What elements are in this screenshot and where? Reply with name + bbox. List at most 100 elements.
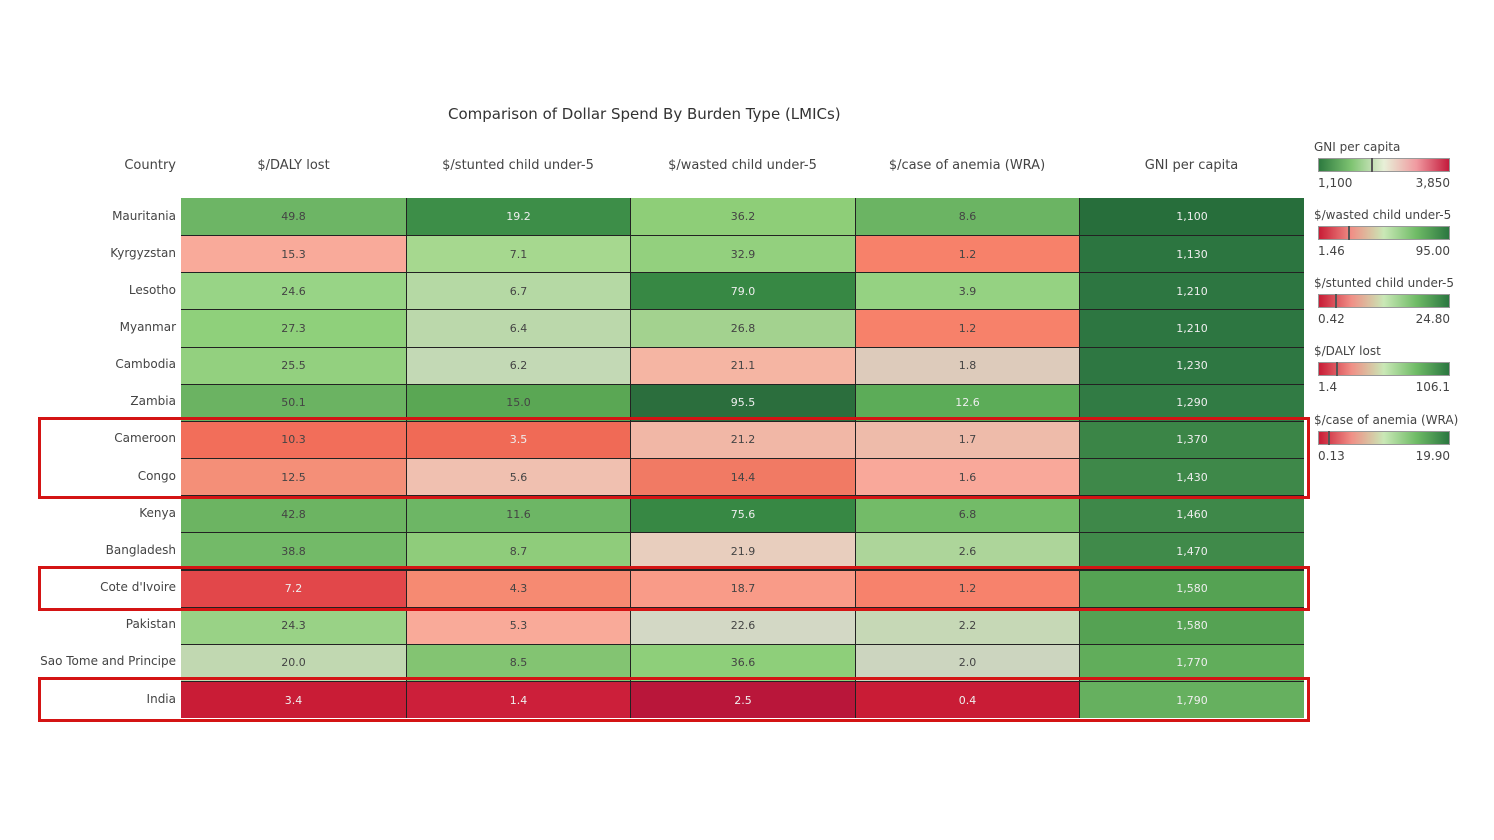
heatmap-cell: 1,580 — [1080, 570, 1304, 607]
legend: $/case of anemia (WRA) 0.13 19.90 — [1314, 413, 1459, 465]
legend: GNI per capita 1,100 3,850 — [1314, 140, 1454, 192]
heatmap-cell: 50.1 — [181, 384, 406, 421]
heatmap-cell: 24.3 — [181, 607, 406, 644]
row-label: Mauritania — [112, 208, 176, 223]
row-label: India — [146, 691, 176, 706]
heatmap-cell: 1,580 — [1080, 607, 1304, 644]
row-label: Kyrgyzstan — [110, 245, 176, 260]
heatmap-cell: 21.9 — [631, 533, 855, 570]
legend-gradient-bar — [1318, 226, 1450, 240]
row-label: Cote d'Ivoire — [100, 580, 176, 595]
heatmap-cell: 15.0 — [407, 384, 630, 421]
heatmap-cell: 6.4 — [407, 310, 630, 347]
heatmap-cell: 12.5 — [181, 459, 406, 496]
heatmap-cell: 1,770 — [1080, 644, 1304, 681]
legend-marker — [1335, 362, 1338, 376]
column-header: $/wasted child under-5 — [668, 158, 817, 173]
legend-max: 106.1 — [1415, 380, 1450, 394]
heatmap-cell: 1,100 — [1080, 198, 1304, 236]
heatmap-cell: 7.1 — [407, 236, 630, 273]
legend-marker — [1371, 158, 1373, 172]
heatmap-cell: 21.1 — [631, 347, 855, 384]
heatmap-cell: 3.4 — [181, 681, 406, 719]
legend-marker — [1328, 431, 1331, 445]
row-label: Sao Tome and Principe — [40, 654, 176, 669]
heatmap-cell: 1,790 — [1080, 681, 1304, 719]
legend-title: $/stunted child under-5 — [1314, 276, 1455, 290]
heatmap-cell: 36.2 — [631, 198, 855, 236]
legend-title: GNI per capita — [1314, 140, 1401, 154]
heatmap-cell: 7.2 — [181, 570, 406, 607]
heatmap-cell: 2.6 — [856, 533, 1079, 570]
heatmap-cell: 75.6 — [631, 496, 855, 533]
legend-gradient-bar — [1318, 362, 1450, 376]
heatmap-cell: 15.3 — [181, 236, 406, 273]
heatmap-cell: 26.8 — [631, 310, 855, 347]
legend-min: 1,100 — [1318, 176, 1353, 190]
legend-marker — [1347, 226, 1350, 240]
heatmap-cell: 1.4 — [407, 681, 630, 719]
heatmap-cell: 19.2 — [407, 198, 630, 236]
heatmap-cell: 5.6 — [407, 459, 630, 496]
heatmap-cell: 12.6 — [856, 384, 1079, 421]
heatmap-cell: 38.8 — [181, 533, 406, 570]
heatmap-cell: 1.2 — [856, 236, 1079, 273]
legend-title: $/case of anemia (WRA) — [1314, 413, 1459, 427]
heatmap-cell: 27.3 — [181, 310, 406, 347]
heatmap-cell: 14.4 — [631, 459, 855, 496]
legend-min: 0.42 — [1318, 312, 1345, 326]
legend-title: $/DALY lost — [1314, 344, 1381, 358]
legend-min: 1.4 — [1318, 380, 1338, 394]
heatmap-cell: 22.6 — [631, 607, 855, 644]
heatmap-cell: 1,470 — [1080, 533, 1304, 570]
heatmap-cell: 8.5 — [407, 644, 630, 681]
heatmap-cell: 2.5 — [631, 681, 855, 719]
row-label: Pakistan — [125, 617, 176, 632]
row-label: Bangladesh — [105, 542, 176, 557]
heatmap-cell: 6.2 — [407, 347, 630, 384]
heatmap-cell: 2.2 — [856, 607, 1079, 644]
row-label: Kenya — [139, 505, 176, 520]
row-label: Congo — [137, 468, 176, 483]
legend: $/DALY lost 1.4 106.1 — [1314, 344, 1454, 396]
row-label: Zambia — [130, 394, 176, 409]
column-header: $/stunted child under-5 — [442, 158, 594, 173]
legend-marker — [1334, 294, 1337, 308]
legend: $/wasted child under-5 1.46 95.00 — [1314, 208, 1454, 260]
heatmap-cell: 36.6 — [631, 644, 855, 681]
heatmap-cell: 1,130 — [1080, 236, 1304, 273]
heatmap-cell: 6.8 — [856, 496, 1079, 533]
heatmap-cell: 1,210 — [1080, 273, 1304, 310]
heatmap-cell: 3.5 — [407, 421, 630, 459]
heatmap-cell: 20.0 — [181, 644, 406, 681]
heatmap-cell: 1.7 — [856, 421, 1079, 459]
heatmap-cell: 10.3 — [181, 421, 406, 459]
legend-gradient-bar — [1318, 431, 1450, 445]
heatmap-cell: 49.8 — [181, 198, 406, 236]
heatmap-cell: 5.3 — [407, 607, 630, 644]
heatmap-cell: 1,290 — [1080, 384, 1304, 421]
heatmap-cell: 18.7 — [631, 570, 855, 607]
heatmap-cell: 32.9 — [631, 236, 855, 273]
row-label: Cambodia — [115, 357, 176, 372]
column-header: $/DALY lost — [257, 158, 330, 173]
legend-max: 3,850 — [1415, 176, 1450, 190]
heatmap-cell: 8.7 — [407, 533, 630, 570]
heatmap-cell: 1,460 — [1080, 496, 1304, 533]
row-label: Lesotho — [128, 282, 176, 297]
heatmap-cell: 42.8 — [181, 496, 406, 533]
legend-max: 95.00 — [1415, 244, 1450, 258]
heatmap-cell: 1.6 — [856, 459, 1079, 496]
heatmap-cell: 21.2 — [631, 421, 855, 459]
chart-title: Comparison of Dollar Spend By Burden Typ… — [448, 105, 841, 123]
legend-min: 0.13 — [1318, 449, 1345, 463]
heatmap-cell: 1,210 — [1080, 310, 1304, 347]
legend-max: 19.90 — [1415, 449, 1450, 463]
heatmap-cell: 0.4 — [856, 681, 1079, 719]
heatmap-cell: 24.6 — [181, 273, 406, 310]
legend-title: $/wasted child under-5 — [1314, 208, 1452, 222]
column-header: $/case of anemia (WRA) — [888, 158, 1046, 173]
heatmap-cell: 1.2 — [856, 310, 1079, 347]
heatmap-cell: 79.0 — [631, 273, 855, 310]
heatmap-cell: 1.8 — [856, 347, 1079, 384]
